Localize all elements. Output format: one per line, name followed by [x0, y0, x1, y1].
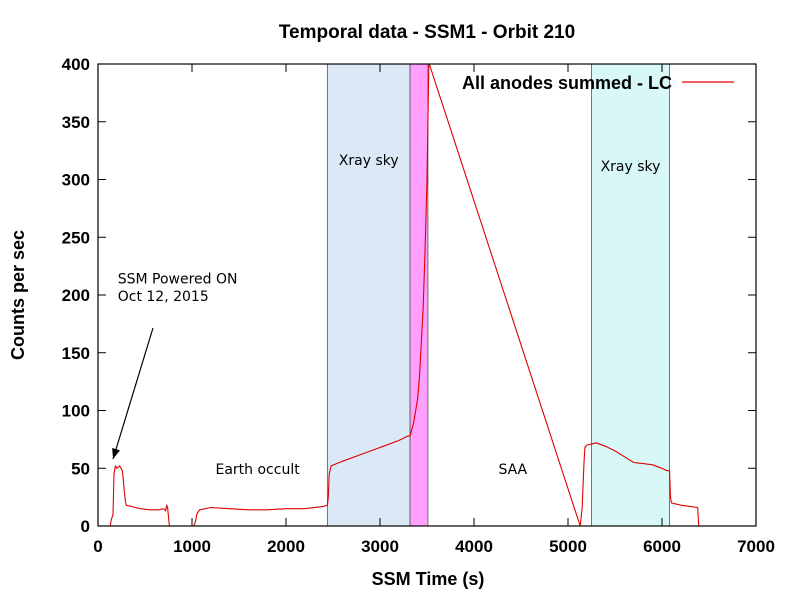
- x-axis-label: SSM Time (s): [372, 569, 485, 589]
- y-axis-label: Counts per sec: [8, 230, 28, 360]
- series-layer: [109, 63, 700, 527]
- x-tick-label: 5000: [549, 537, 587, 556]
- legend: All anodes summed - LC: [462, 73, 734, 93]
- region-label: Xray sky: [601, 159, 661, 175]
- x-tick-label: 1000: [173, 537, 211, 556]
- y-tick-label: 350: [62, 113, 90, 132]
- series-line: [109, 63, 700, 527]
- annotations: SSM Powered ON Oct 12, 2015 Earth occult SA…: [112, 271, 528, 478]
- axis-ticks: 0 1000 2000 3000 4000 5000 6000 7000 0 50 100 150 20…: [62, 55, 775, 556]
- y-tick-label: 400: [62, 55, 90, 74]
- x-tick-label: 0: [93, 537, 102, 556]
- annotation-arrow: [112, 327, 154, 460]
- x-tick-label: 7000: [737, 537, 775, 556]
- x-tick-label: 2000: [267, 537, 305, 556]
- y-tick-label: 50: [71, 459, 90, 478]
- y-tick-label: 300: [62, 171, 90, 190]
- region-3: [591, 63, 670, 527]
- x-tick-label: 6000: [643, 537, 681, 556]
- region-2: [409, 63, 429, 527]
- chart-title: Temporal data - SSM1 - Orbit 210: [279, 22, 575, 43]
- annotation-text: SSM Powered ON: [118, 271, 238, 287]
- x-tick-label: 4000: [455, 537, 493, 556]
- x-tick-label: 3000: [361, 537, 399, 556]
- y-tick-label: 150: [62, 344, 90, 363]
- y-tick-label: 100: [62, 402, 90, 421]
- shaded-regions: [326, 63, 670, 527]
- y-tick-label: 200: [62, 286, 90, 305]
- region-1: [326, 63, 411, 527]
- arrow-head-icon: [112, 448, 120, 460]
- y-tick-label: 0: [81, 517, 90, 536]
- annotation-text: SAA: [498, 462, 527, 478]
- legend-entry-label: All anodes summed - LC: [462, 73, 672, 93]
- region-label: Xray sky: [339, 153, 399, 169]
- y-tick-label: 250: [62, 228, 90, 247]
- annotation-text: Earth occult: [216, 462, 301, 478]
- region-labels: Xray sky Xray sky: [339, 153, 661, 175]
- annotation-text: Oct 12, 2015: [118, 289, 209, 305]
